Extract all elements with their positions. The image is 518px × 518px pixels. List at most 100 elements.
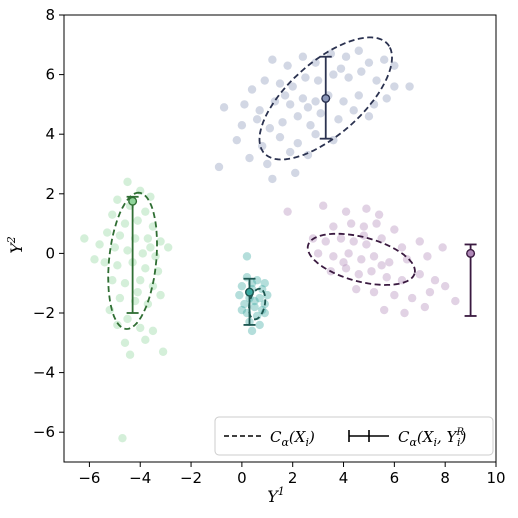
scatter-point [390, 61, 399, 70]
scatter-point [415, 237, 424, 246]
scatter-point [288, 82, 297, 91]
scatter-point [379, 55, 389, 64]
scatter-point [382, 273, 391, 282]
y-tick-label: 8 [45, 6, 55, 24]
scatter-point [306, 121, 315, 130]
scatter-point [313, 249, 323, 258]
scatter-point [103, 228, 112, 237]
scatter-point [240, 100, 249, 109]
scatter-point [367, 267, 376, 276]
scatter-point [344, 73, 353, 82]
scatter-point [298, 94, 308, 103]
scatter-point [420, 302, 430, 312]
scatter-point [247, 326, 257, 336]
scatter-point [250, 296, 259, 306]
legend-errorbar-marker [348, 430, 389, 442]
scatter-point [120, 338, 130, 347]
scatter-point [400, 308, 409, 318]
scatter-point [329, 222, 338, 231]
cluster-center-marker [245, 287, 255, 297]
x-tick-label: 0 [237, 469, 247, 487]
scatter-point [415, 270, 424, 279]
y-tick-label: 6 [45, 66, 55, 84]
scatter-point [382, 94, 391, 103]
scatter-point [451, 296, 460, 306]
scatter-point [339, 97, 348, 106]
y-tick-label: −6 [33, 423, 55, 441]
scatter-point [377, 261, 386, 270]
scatter-point [329, 252, 338, 261]
scatter-point [255, 320, 264, 330]
cluster-center-marker [321, 93, 331, 103]
scatter-point [125, 350, 135, 359]
scatter-point [390, 82, 399, 91]
scatter-point [283, 61, 292, 70]
scatter-point [118, 433, 127, 443]
scatter-point [341, 207, 351, 216]
scatter-point [275, 132, 285, 142]
scatter-point [219, 103, 229, 112]
scatter-point [133, 287, 142, 297]
scatter-point [336, 234, 346, 243]
confidence-ellipse [107, 191, 158, 330]
scatter-point [258, 305, 267, 315]
scatter-point [336, 64, 346, 73]
scatter-point [321, 237, 330, 246]
scatter-point [346, 219, 356, 228]
plot-frame [63, 14, 497, 463]
scatter-point [379, 305, 389, 315]
scatter-point [263, 290, 272, 300]
scatter-point [344, 249, 353, 258]
y-tick-label: −2 [33, 304, 55, 322]
scatter-point [240, 299, 249, 309]
scatter-point [407, 293, 417, 303]
scatter-point [113, 195, 122, 204]
scatter-point [357, 67, 366, 76]
scatter-point [151, 252, 160, 261]
scatter-point [113, 261, 122, 270]
scatter-point [362, 240, 371, 249]
scatter-point [133, 216, 142, 225]
scatter-point [440, 281, 450, 291]
scatter-point [397, 243, 407, 252]
scatter-point [364, 112, 374, 121]
scatter-point [115, 293, 125, 303]
scatter-point [141, 207, 150, 216]
scatter-point [141, 335, 150, 345]
y-tick-label: 4 [45, 125, 55, 143]
scatter-point [364, 58, 374, 67]
scatter-point [369, 287, 379, 297]
scatter-points-layer [80, 46, 460, 443]
scatter-point [148, 281, 158, 291]
scatter-point [285, 147, 295, 157]
scatter-point [263, 159, 272, 169]
scatter-point [136, 276, 145, 285]
scatter-point [252, 115, 262, 124]
legend-label-region: Cα(Xi) [270, 428, 315, 449]
scatter-point [138, 249, 147, 258]
scatter-point [334, 115, 343, 124]
scatter-point [148, 326, 158, 336]
scatter-point [255, 293, 264, 303]
scatter-point [90, 255, 99, 264]
x-tick-label: 6 [390, 469, 400, 487]
x-tick-label: 8 [440, 469, 450, 487]
scatter-point [280, 91, 290, 100]
scatter-point [311, 130, 320, 139]
y-axis-label: Y2 [5, 236, 26, 254]
scatter-point [339, 258, 348, 267]
scatter-point [311, 97, 320, 106]
x-ticks-layer: −6 −4 −2 0 2 4 6 8 10 [78, 462, 506, 487]
scatter-point [285, 100, 295, 109]
scatter-point [423, 252, 432, 261]
x-tick-label: 10 [486, 469, 505, 487]
scatter-point [313, 76, 323, 85]
scatter-point [372, 219, 381, 228]
scatter-point [359, 231, 369, 240]
legend-label-interval: Cα(Xi, YR i) [398, 427, 467, 449]
scatter-point [265, 124, 275, 133]
scatter-point [293, 112, 302, 121]
confidence-ellipse [306, 232, 416, 286]
y-tick-label: −4 [33, 364, 55, 382]
scatter-point [316, 109, 325, 118]
